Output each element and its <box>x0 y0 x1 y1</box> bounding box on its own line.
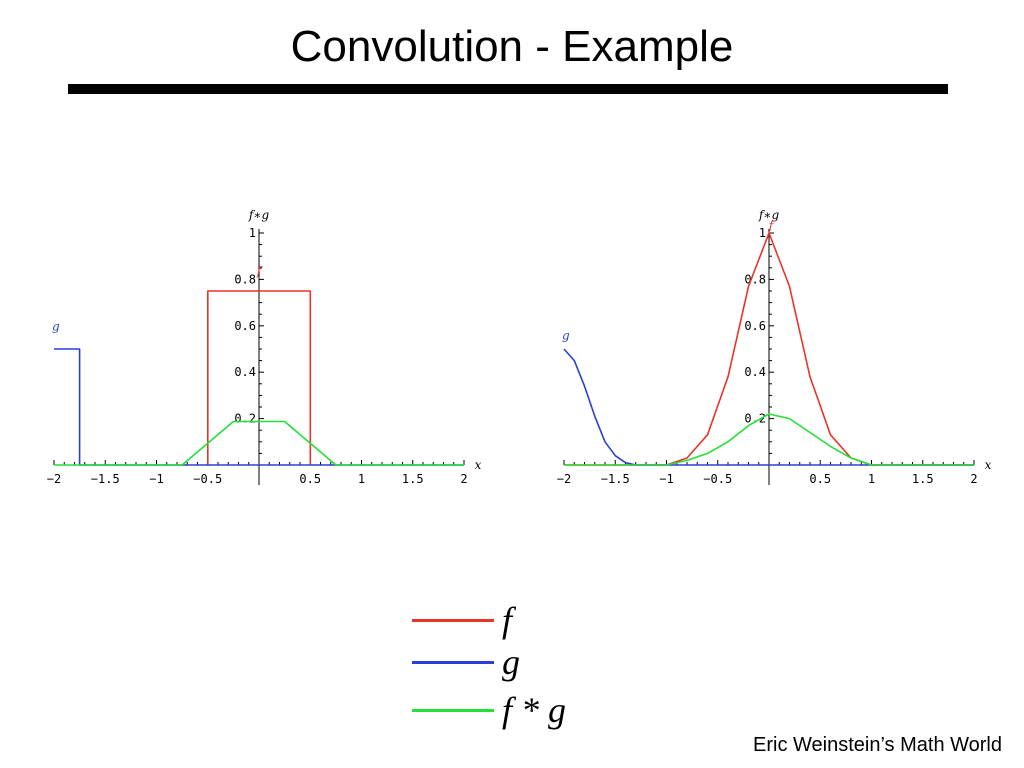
series-line-g <box>54 348 464 466</box>
series-line-f <box>207 290 312 465</box>
series-label-g: g <box>562 329 570 343</box>
x-tick-label: −1 <box>659 472 673 486</box>
x-tick-label: −1 <box>149 472 163 486</box>
legend-item-g: g <box>412 640 520 684</box>
y-axis-label: f∗g <box>248 208 270 222</box>
series-label-g: g <box>52 319 60 333</box>
series-line-fg <box>564 413 974 466</box>
x-tick-label: −2 <box>557 472 571 486</box>
series-label-f: f <box>256 264 264 278</box>
credit-text: Eric Weinstein’s Math World <box>753 734 1002 756</box>
x-axis-label: x <box>475 458 482 472</box>
x-tick-label: 0.5 <box>299 472 321 486</box>
legend-label-convolution: f * g <box>502 690 567 730</box>
convolution-chart-gaussian: −2 −1.5 −1 −0.5 0.5 1 1.5 2 0.2 0.4 0.6 0.8 1 f∗g x f g <box>550 195 1000 500</box>
x-tick-label: 2 <box>460 472 467 486</box>
legend-label-g: g <box>502 642 520 682</box>
y-tick-label: 0.2 <box>234 412 256 426</box>
y-axis-label: f∗g <box>758 208 780 222</box>
y-tick-label: 0.4 <box>234 365 256 379</box>
x-tick-label: 0.5 <box>809 472 831 486</box>
y-tick-label: 1 <box>249 226 256 240</box>
x-tick-label: 1.5 <box>402 472 424 486</box>
chart-svg-gaussian: −2 −1.5 −1 −0.5 0.5 1 1.5 2 0.2 0.4 0.6 0.8 1 f∗g x f g <box>557 208 992 486</box>
x-tick-label: 1 <box>868 472 875 486</box>
legend-swatch-convolution <box>412 708 494 712</box>
x-tick-label: 1 <box>358 472 365 486</box>
y-tick-label: 0.4 <box>744 365 766 379</box>
x-tick-label: −1.5 <box>601 472 630 486</box>
y-tick-label: 0.6 <box>234 319 256 333</box>
legend-swatch-f <box>412 618 494 622</box>
legend-swatch-g <box>412 660 494 664</box>
series-line-fg <box>54 420 464 466</box>
title-underline <box>68 84 948 94</box>
legend-item-convolution: f * g <box>412 688 566 732</box>
y-tick-label: 0.8 <box>234 272 256 286</box>
y-tick-label: 1 <box>759 226 766 240</box>
convolution-chart-box: −2 −1.5 −1 −0.5 0.5 1 1.5 2 0.2 0.4 0.6 0.8 1 f∗g x f g <box>40 195 490 500</box>
x-axis-label: x <box>985 458 992 472</box>
legend-label-f: f <box>502 600 513 640</box>
y-tick-label: 0.2 <box>744 412 766 426</box>
x-tick-label: 1.5 <box>912 472 934 486</box>
x-tick-label: −0.5 <box>703 472 732 486</box>
x-tick-label: −1.5 <box>91 472 120 486</box>
y-tick-label: 0.6 <box>744 319 766 333</box>
legend: f g f * g <box>412 592 672 752</box>
legend-item-f: f <box>412 598 512 642</box>
chart-svg-box: −2 −1.5 −1 −0.5 0.5 1 1.5 2 0.2 0.4 0.6 0.8 1 f∗g x f g <box>47 208 482 486</box>
series-label-f: f <box>768 219 776 233</box>
slide-title: Convolution - Example <box>290 22 734 71</box>
y-tick-label: 0.8 <box>744 272 766 286</box>
x-tick-label: −2 <box>47 472 61 486</box>
x-tick-label: 2 <box>970 472 977 486</box>
x-tick-label: −0.5 <box>193 472 222 486</box>
